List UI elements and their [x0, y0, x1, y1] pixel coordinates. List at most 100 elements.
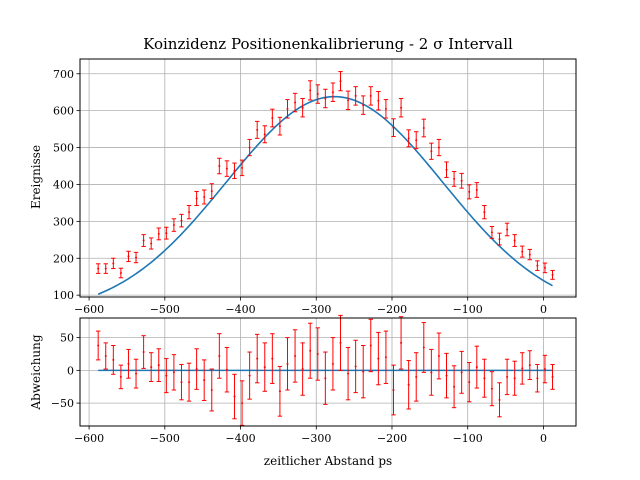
residuals-data-point	[270, 333, 275, 384]
counts-point-marker	[233, 169, 236, 172]
residuals-point-marker	[286, 362, 289, 365]
residuals-data-point	[361, 344, 366, 399]
counts-data-point	[330, 82, 336, 102]
residuals-x-tick-label: −200	[377, 432, 407, 445]
residuals-point-marker	[400, 341, 403, 344]
counts-data-point	[300, 97, 305, 118]
residuals-point-marker	[142, 351, 145, 354]
residuals-data-point	[368, 318, 373, 373]
residuals-point-marker	[369, 344, 372, 347]
residuals-x-tick-label: −300	[301, 432, 331, 445]
counts-data-point	[247, 138, 252, 157]
counts-point-marker	[521, 250, 524, 253]
residuals-data-point	[126, 348, 131, 379]
residuals-x-tick-label: −500	[150, 432, 180, 445]
counts-data-point	[179, 213, 184, 228]
counts-point-marker	[400, 106, 403, 109]
counts-data-point	[141, 234, 146, 247]
counts-data-point	[262, 125, 267, 144]
residuals-point-marker	[127, 362, 130, 365]
residuals-data-point	[474, 345, 479, 389]
counts-point-marker	[513, 239, 516, 242]
residuals-point-marker	[347, 372, 350, 375]
counts-point-marker	[483, 211, 486, 214]
residuals-point-marker	[551, 375, 554, 378]
counts-x-tick-label: −300	[301, 303, 331, 316]
residuals-data-point	[95, 330, 101, 361]
counts-y-tick-label: 100	[53, 289, 74, 302]
residuals-data-point	[148, 352, 154, 382]
counts-data-point	[421, 118, 426, 138]
residuals-errorbars	[95, 314, 555, 426]
counts-data-point	[133, 251, 139, 264]
counts-point-marker	[316, 93, 319, 96]
counts-data-point	[95, 263, 101, 274]
counts-data-point	[292, 92, 298, 113]
counts-data-point	[164, 226, 169, 240]
counts-data-point	[414, 131, 419, 150]
residuals-y-tick-label: 0	[67, 364, 74, 377]
counts-point-marker	[172, 224, 175, 227]
residuals-point-marker	[294, 354, 297, 357]
counts-y-tick-label: 700	[53, 68, 74, 81]
residuals-axes-frame	[79, 317, 577, 427]
counts-data-point	[270, 108, 275, 128]
residuals-point-marker	[490, 387, 493, 390]
counts-data-point	[398, 97, 404, 118]
residuals-data-point	[156, 348, 161, 382]
residuals-point-marker	[513, 377, 516, 380]
residuals-point-marker	[172, 371, 175, 374]
counts-point-marker	[142, 239, 145, 242]
counts-point-marker	[498, 238, 501, 241]
counts-point-marker	[104, 267, 107, 270]
counts-data-point	[148, 237, 154, 250]
residuals-point-marker	[324, 377, 327, 380]
counts-point-marker	[369, 94, 372, 97]
residuals-data-point	[550, 363, 555, 390]
counts-panel: −600 −500 −400 −300 −200 −100 0 100 200 300 400 500…	[29, 35, 577, 316]
residuals-point-marker	[263, 366, 266, 369]
counts-data-point	[406, 129, 411, 148]
counts-point-marker	[157, 232, 160, 235]
residuals-data-point	[527, 350, 533, 381]
counts-point-marker	[339, 80, 342, 83]
residuals-point-marker	[543, 368, 546, 371]
counts-point-marker	[331, 91, 334, 94]
residuals-point-marker	[536, 377, 539, 380]
counts-data-point	[376, 90, 381, 111]
residuals-data-point	[391, 364, 396, 416]
residuals-data-point	[444, 352, 449, 399]
residuals-point-marker	[135, 372, 138, 375]
residuals-data-point	[535, 363, 540, 393]
counts-data-point	[308, 80, 313, 101]
counts-data-point	[368, 86, 373, 106]
counts-data-point	[201, 189, 207, 205]
counts-point-marker	[377, 99, 380, 102]
residuals-x-tick-label: −400	[225, 432, 255, 445]
counts-point-marker	[528, 253, 531, 256]
counts-data-point	[535, 260, 540, 271]
counts-point-marker	[256, 128, 259, 131]
residuals-point-marker	[468, 381, 471, 384]
counts-point-marker	[543, 266, 546, 269]
counts-data-point	[497, 232, 502, 246]
residuals-data-point	[429, 348, 434, 396]
residuals-data-point	[217, 333, 222, 379]
residuals-point-marker	[483, 377, 486, 380]
residuals-point-marker	[203, 379, 206, 382]
residuals-data-point	[406, 360, 411, 410]
residuals-data-point	[376, 331, 381, 386]
residuals-point-marker	[119, 375, 122, 378]
counts-data-point	[126, 250, 131, 263]
counts-x-tick-label: −200	[377, 303, 407, 316]
residuals-point-marker	[180, 381, 183, 384]
residuals-data-point	[179, 363, 184, 401]
counts-data-point	[217, 157, 222, 175]
residuals-data-point	[201, 359, 207, 401]
residuals-point-marker	[498, 398, 501, 401]
counts-point-marker	[309, 89, 312, 92]
residuals-data-point	[436, 332, 442, 380]
counts-data-point	[482, 204, 487, 220]
residuals-data-point	[383, 330, 389, 384]
x-axis-label: zeitlicher Abstand ps	[264, 454, 392, 468]
